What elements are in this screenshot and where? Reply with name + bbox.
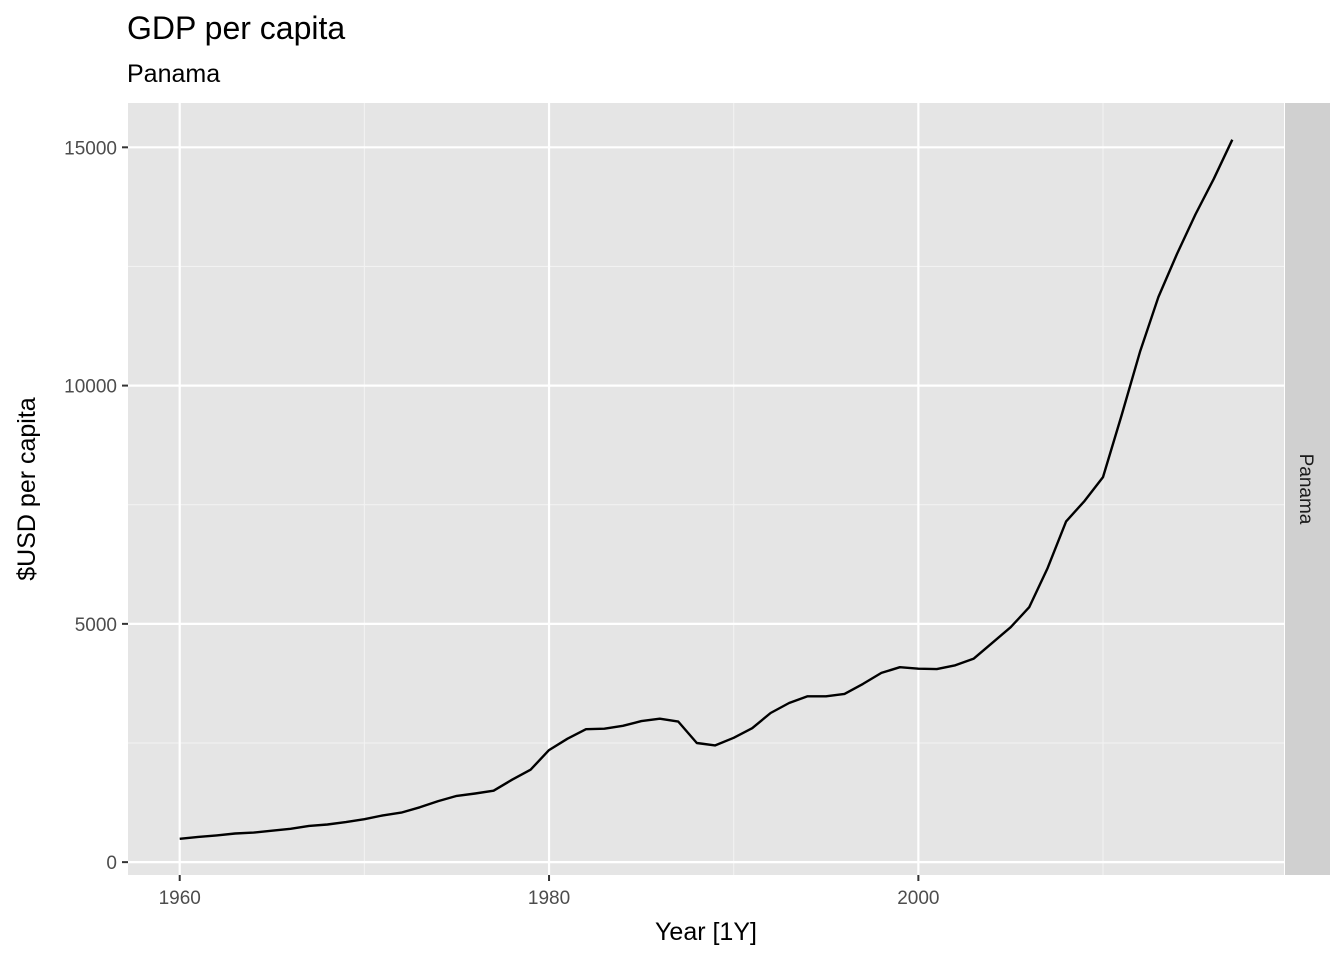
y-axis: 0 5000 10000 15000 xyxy=(64,138,128,874)
x-tick-label: 1960 xyxy=(159,888,201,909)
chart-title: GDP per capita xyxy=(127,10,345,46)
y-axis-title: $USD per capita xyxy=(13,397,41,581)
x-tick-label: 1980 xyxy=(528,888,570,909)
series-layer xyxy=(179,139,1234,840)
minor-gridlines xyxy=(128,103,1284,875)
plot-panel xyxy=(128,103,1284,875)
x-axis: 1960 1980 2000 xyxy=(159,875,940,909)
facet-strip xyxy=(1285,103,1330,875)
x-axis-title: Year [1Y] xyxy=(655,918,757,946)
x-tick-label: 2000 xyxy=(897,888,939,909)
y-tick-label: 10000 xyxy=(64,377,117,398)
gdp-series-line xyxy=(179,139,1234,840)
y-tick-label: 15000 xyxy=(64,138,117,159)
y-tick-label: 0 xyxy=(106,853,117,874)
major-gridlines xyxy=(128,103,1284,875)
facet-strip-label: Panama xyxy=(1295,454,1316,525)
y-tick-label: 5000 xyxy=(75,615,117,636)
chart-subtitle: Panama xyxy=(127,60,220,88)
